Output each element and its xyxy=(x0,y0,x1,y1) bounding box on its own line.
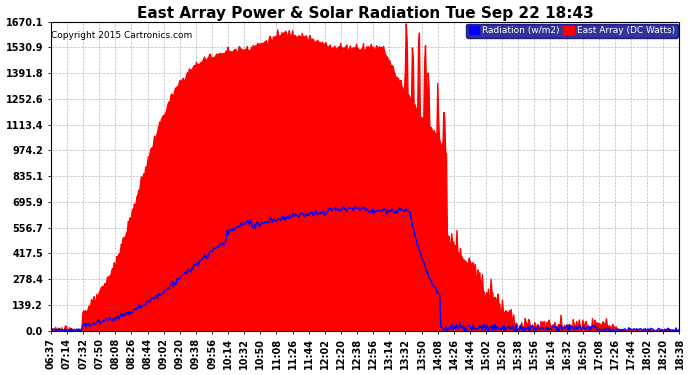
Text: Copyright 2015 Cartronics.com: Copyright 2015 Cartronics.com xyxy=(52,31,193,40)
Title: East Array Power & Solar Radiation Tue Sep 22 18:43: East Array Power & Solar Radiation Tue S… xyxy=(137,6,593,21)
Legend: Radiation (w/m2), East Array (DC Watts): Radiation (w/m2), East Array (DC Watts) xyxy=(466,24,678,38)
